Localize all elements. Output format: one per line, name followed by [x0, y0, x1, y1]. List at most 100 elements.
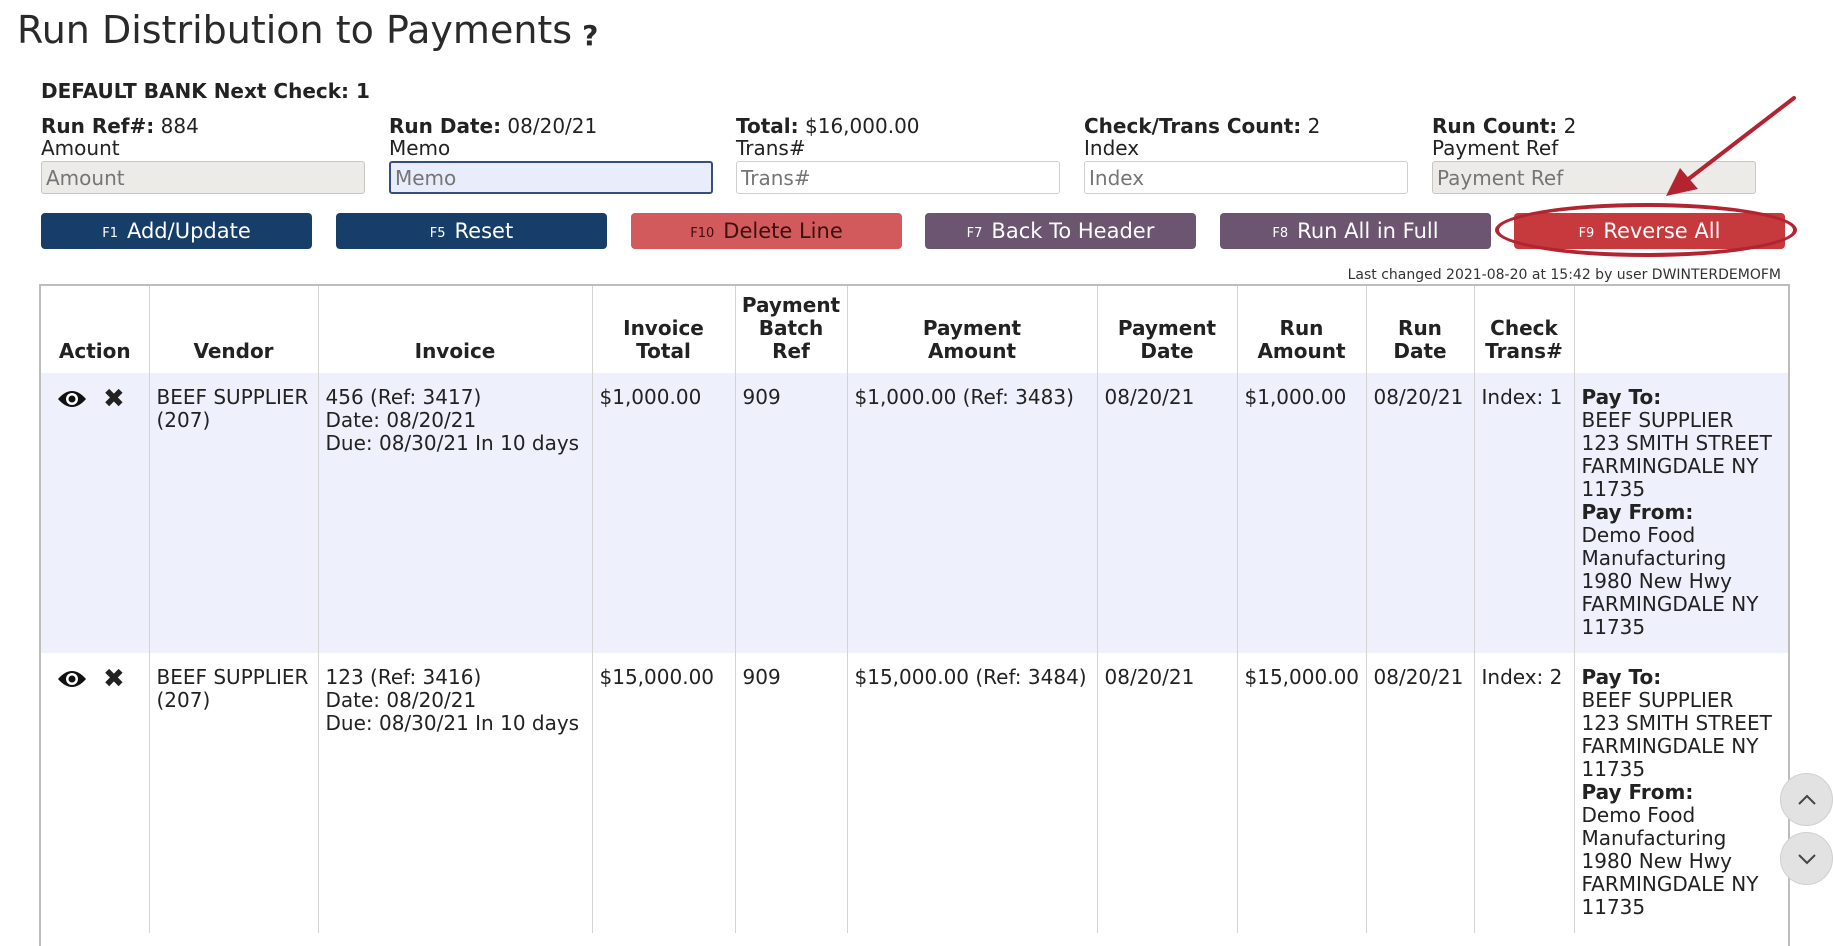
- eye-icon[interactable]: [57, 389, 87, 409]
- invoice-date: Date: 08/20/21: [325, 688, 477, 712]
- pay-from-line: 11735: [1581, 615, 1646, 639]
- eye-icon[interactable]: [57, 669, 87, 689]
- pay-to-line: FARMINGDALE NY: [1581, 734, 1759, 758]
- f9-key-label: F9: [1578, 225, 1595, 241]
- payment-amount-cell: $15,000.00 (Ref: 3484): [847, 653, 1098, 933]
- memo-label: Memo: [389, 136, 451, 160]
- delete-line-label: Delete Line: [723, 219, 843, 243]
- amount-input[interactable]: [41, 161, 365, 194]
- x-icon[interactable]: ✖: [103, 383, 125, 414]
- col-header-vendor[interactable]: Vendor: [149, 286, 319, 373]
- invoice-cell: 123 (Ref: 3416) Date: 08/20/21 Due: 08/30/…: [318, 653, 593, 933]
- invoice-total-cell: $1,000.00: [592, 373, 736, 653]
- h-invoice-total-2: Total: [636, 339, 691, 363]
- trans-label: Trans#: [736, 136, 806, 160]
- h-pay-amt-1: Payment: [922, 316, 1022, 340]
- f8-key-label: F8: [1272, 225, 1289, 241]
- check-trans-cell: Index: 2: [1474, 653, 1575, 933]
- pay-to-line: BEEF SUPPLIER: [1581, 408, 1734, 432]
- batch-ref-cell: 909: [735, 653, 848, 933]
- action-cell: ✖: [41, 653, 150, 933]
- pay-to-label: Pay To:: [1581, 665, 1662, 689]
- field-check-trans-count: Check/Trans Count: 2 Index: [1084, 114, 1414, 194]
- scroll-down-button[interactable]: [1780, 832, 1833, 885]
- h-check-2: Trans#: [1485, 339, 1563, 363]
- h-run-date-2: Date: [1393, 339, 1447, 363]
- h-run-date-1: Run: [1398, 316, 1442, 340]
- table-header-row: Action Vendor Invoice Invoice Total Payme…: [41, 286, 1788, 373]
- run-ref-label: Run Ref#:: [41, 114, 155, 138]
- table-row: ✖ BEEF SUPPLIER (207) 456 (Ref: 3417) Date…: [41, 373, 1788, 653]
- run-all-in-full-button[interactable]: F8 Run All in Full: [1220, 213, 1491, 249]
- x-icon[interactable]: ✖: [103, 663, 125, 694]
- invoice-number: 456 (Ref: 3417): [325, 385, 482, 409]
- pay-from-line: Manufacturing: [1581, 546, 1727, 570]
- reset-button[interactable]: F5 Reset: [336, 213, 607, 249]
- reverse-all-label: Reverse All: [1603, 219, 1721, 243]
- f5-key-label: F5: [429, 225, 446, 241]
- f1-key-label: F1: [102, 225, 118, 241]
- h-batch-2: Batch: [758, 316, 824, 340]
- trans-input[interactable]: [736, 161, 1060, 194]
- col-header-address: [1574, 286, 1788, 373]
- run-date-cell: 08/20/21: [1366, 653, 1475, 933]
- col-header-invoice-total[interactable]: Invoice Total: [592, 286, 736, 373]
- delete-line-button[interactable]: F10 Delete Line: [631, 213, 902, 249]
- reverse-all-button[interactable]: F9 Reverse All: [1514, 213, 1785, 249]
- invoice-due: Due: 08/30/21 In 10 days: [325, 431, 580, 455]
- check-trans-count-value: 2: [1307, 114, 1321, 138]
- index-input[interactable]: [1084, 161, 1408, 194]
- col-header-payment-batch-ref[interactable]: Payment Batch Ref: [735, 286, 848, 373]
- payment-ref-label: Payment Ref: [1432, 136, 1559, 160]
- index-label: Index: [1084, 136, 1140, 160]
- batch-ref-cell: 909: [735, 373, 848, 653]
- bank-next-check: DEFAULT BANK Next Check: 1: [41, 79, 370, 103]
- memo-input[interactable]: [389, 161, 713, 194]
- run-amount-cell: $1,000.00: [1237, 373, 1367, 653]
- add-update-button[interactable]: F1 Add/Update: [41, 213, 312, 249]
- vendor-name: BEEF SUPPLIER: [156, 665, 309, 689]
- h-pay-date-2: Date: [1140, 339, 1194, 363]
- payment-amount-cell: $1,000.00 (Ref: 3483): [847, 373, 1098, 653]
- page-title-text: Run Distribution to Payments: [17, 8, 573, 52]
- pay-from-line: 1980 New Hwy: [1581, 569, 1732, 593]
- payment-date-cell: 08/20/21: [1097, 373, 1238, 653]
- action-cell: ✖: [41, 373, 150, 653]
- table-row: ✖ BEEF SUPPLIER (207) 123 (Ref: 3416) Date…: [41, 653, 1788, 933]
- h-batch-3: Ref: [772, 339, 810, 363]
- h-pay-amt-2: Amount: [927, 339, 1017, 363]
- back-to-header-label: Back To Header: [991, 219, 1155, 243]
- run-date-cell: 08/20/21: [1366, 373, 1475, 653]
- col-header-run-amount[interactable]: Run Amount: [1237, 286, 1367, 373]
- address-cell: Pay To: BEEF SUPPLIER 123 SMITH STREET F…: [1574, 373, 1788, 653]
- page-title: Run Distribution to Payments?: [17, 8, 598, 52]
- pay-from-label: Pay From:: [1581, 500, 1694, 524]
- col-header-run-date[interactable]: Run Date: [1366, 286, 1475, 373]
- h-batch-1: Payment: [741, 293, 841, 317]
- add-update-label: Add/Update: [126, 219, 251, 243]
- check-trans-count-label: Check/Trans Count:: [1084, 114, 1302, 138]
- h-run-amt-1: Run: [1279, 316, 1324, 340]
- pay-from-line: 1980 New Hwy: [1581, 849, 1732, 873]
- run-count-label: Run Count:: [1432, 114, 1558, 138]
- run-ref-value: 884: [160, 114, 199, 138]
- help-icon[interactable]: ?: [582, 19, 599, 52]
- col-header-invoice[interactable]: Invoice: [318, 286, 593, 373]
- run-all-in-full-label: Run All in Full: [1297, 219, 1439, 243]
- pay-from-line: Demo Food: [1581, 803, 1696, 827]
- invoice-number: 123 (Ref: 3416): [325, 665, 482, 689]
- field-run-ref: Run Ref#: 884 Amount: [41, 114, 371, 194]
- h-invoice-total-1: Invoice: [623, 316, 704, 340]
- invoice-due: Due: 08/30/21 In 10 days: [325, 711, 580, 735]
- col-header-payment-date[interactable]: Payment Date: [1097, 286, 1238, 373]
- vendor-name: BEEF SUPPLIER: [156, 385, 309, 409]
- col-header-action[interactable]: Action: [41, 286, 150, 373]
- col-header-payment-amount[interactable]: Payment Amount: [847, 286, 1098, 373]
- vendor-id: (207): [156, 688, 211, 712]
- scroll-up-button[interactable]: [1780, 773, 1833, 826]
- run-amount-cell: $15,000.00: [1237, 653, 1367, 933]
- payment-ref-input[interactable]: [1432, 161, 1756, 194]
- back-to-header-button[interactable]: F7 Back To Header: [925, 213, 1196, 249]
- check-trans-cell: Index: 1: [1474, 373, 1575, 653]
- col-header-check-trans[interactable]: Check Trans#: [1474, 286, 1575, 373]
